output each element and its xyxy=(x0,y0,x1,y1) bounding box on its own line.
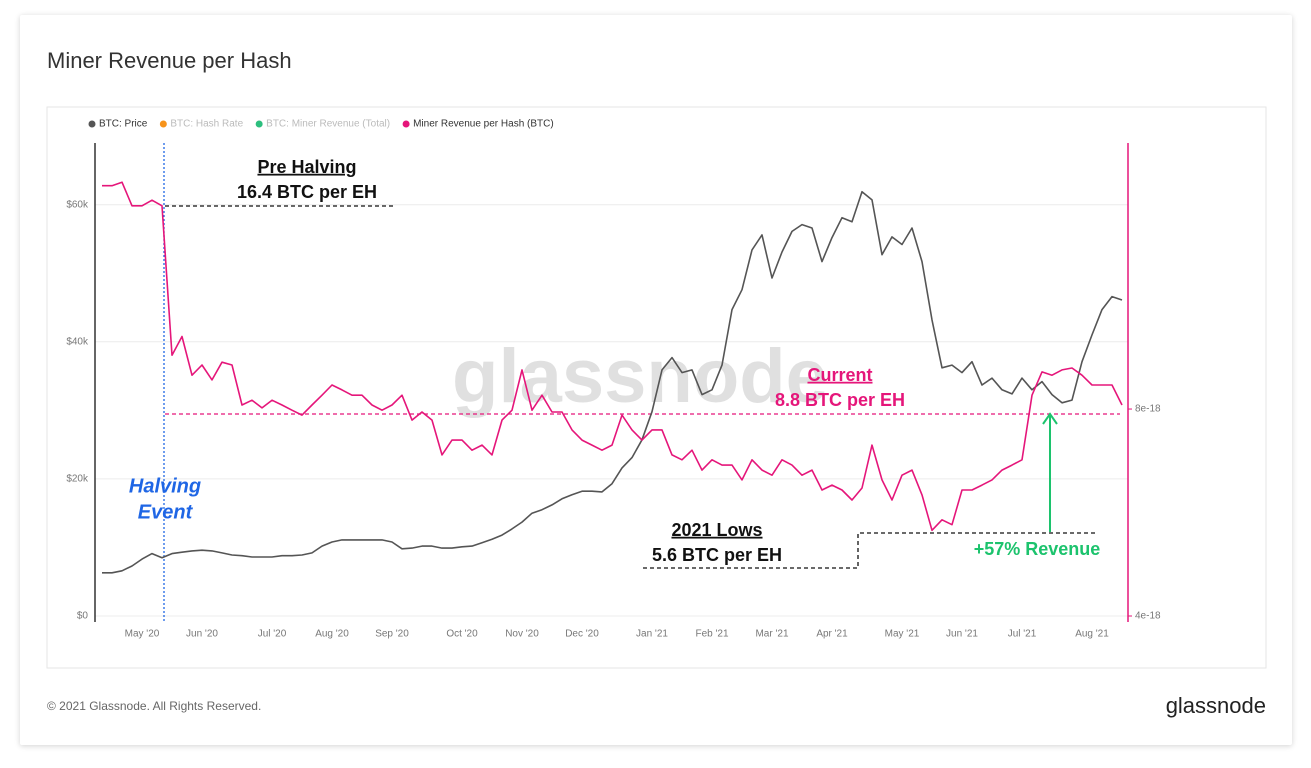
annotation: 2021 Lows xyxy=(671,520,762,540)
x-tick-label: Jul '20 xyxy=(258,629,287,640)
y2-tick-label: 4e-18 xyxy=(1135,611,1161,622)
legend-marker xyxy=(255,120,263,128)
y-tick-label: $20k xyxy=(66,474,89,485)
x-tick-label: Jun '20 xyxy=(186,629,218,640)
x-tick-label: Jan '21 xyxy=(636,629,668,640)
x-tick-label: Aug '21 xyxy=(1075,629,1109,640)
y-tick-label: $60k xyxy=(66,199,89,210)
x-tick-label: Nov '20 xyxy=(505,629,539,640)
annotation: Event xyxy=(138,501,194,523)
x-tick-label: Apr '21 xyxy=(816,629,848,640)
legend-label: BTC: Hash Rate xyxy=(170,119,243,130)
logo: glassnode xyxy=(1166,693,1266,718)
x-tick-label: Dec '20 xyxy=(565,629,599,640)
legend-label: Miner Revenue per Hash (BTC) xyxy=(413,119,554,130)
x-tick-label: Mar '21 xyxy=(755,629,788,640)
chart-frame xyxy=(46,106,1267,669)
x-tick-label: Feb '21 xyxy=(695,629,728,640)
legend-marker xyxy=(159,120,167,128)
lows-marker xyxy=(643,532,1095,569)
legend-label: BTC: Price xyxy=(99,119,148,130)
series-line xyxy=(102,181,1123,532)
x-tick-label: May '20 xyxy=(125,629,160,640)
y2-tick-label: 8e-18 xyxy=(1135,404,1161,415)
y-tick-label: $0 xyxy=(77,611,89,622)
y-tick-label: $40k xyxy=(66,336,89,347)
annotation: 5.6 BTC per EH xyxy=(652,545,782,565)
annotation: Halving xyxy=(129,475,201,497)
x-tick-label: Oct '20 xyxy=(446,629,478,640)
annotation: 8.8 BTC per EH xyxy=(775,390,905,410)
chart-title: Miner Revenue per Hash xyxy=(47,48,292,73)
revenue-arrow-head xyxy=(1042,412,1058,425)
legend-label: BTC: Miner Revenue (Total) xyxy=(266,119,390,130)
x-tick-label: Sep '20 xyxy=(375,629,409,640)
annotation: +57% Revenue xyxy=(974,539,1101,559)
x-tick-label: May '21 xyxy=(885,629,920,640)
copyright: © 2021 Glassnode. All Rights Reserved. xyxy=(47,699,261,713)
series-line xyxy=(102,190,1123,574)
x-tick-label: Aug '20 xyxy=(315,629,349,640)
x-tick-label: Jun '21 xyxy=(946,629,978,640)
legend-marker xyxy=(88,120,96,128)
annotation: Current xyxy=(807,365,872,385)
annotation: Pre Halving xyxy=(257,157,356,177)
watermark: glassnode xyxy=(452,334,828,419)
grid xyxy=(95,204,1128,617)
card xyxy=(20,15,1292,745)
annotation: 16.4 BTC per EH xyxy=(237,182,377,202)
legend-marker xyxy=(402,120,410,128)
x-tick-label: Jul '21 xyxy=(1008,629,1037,640)
